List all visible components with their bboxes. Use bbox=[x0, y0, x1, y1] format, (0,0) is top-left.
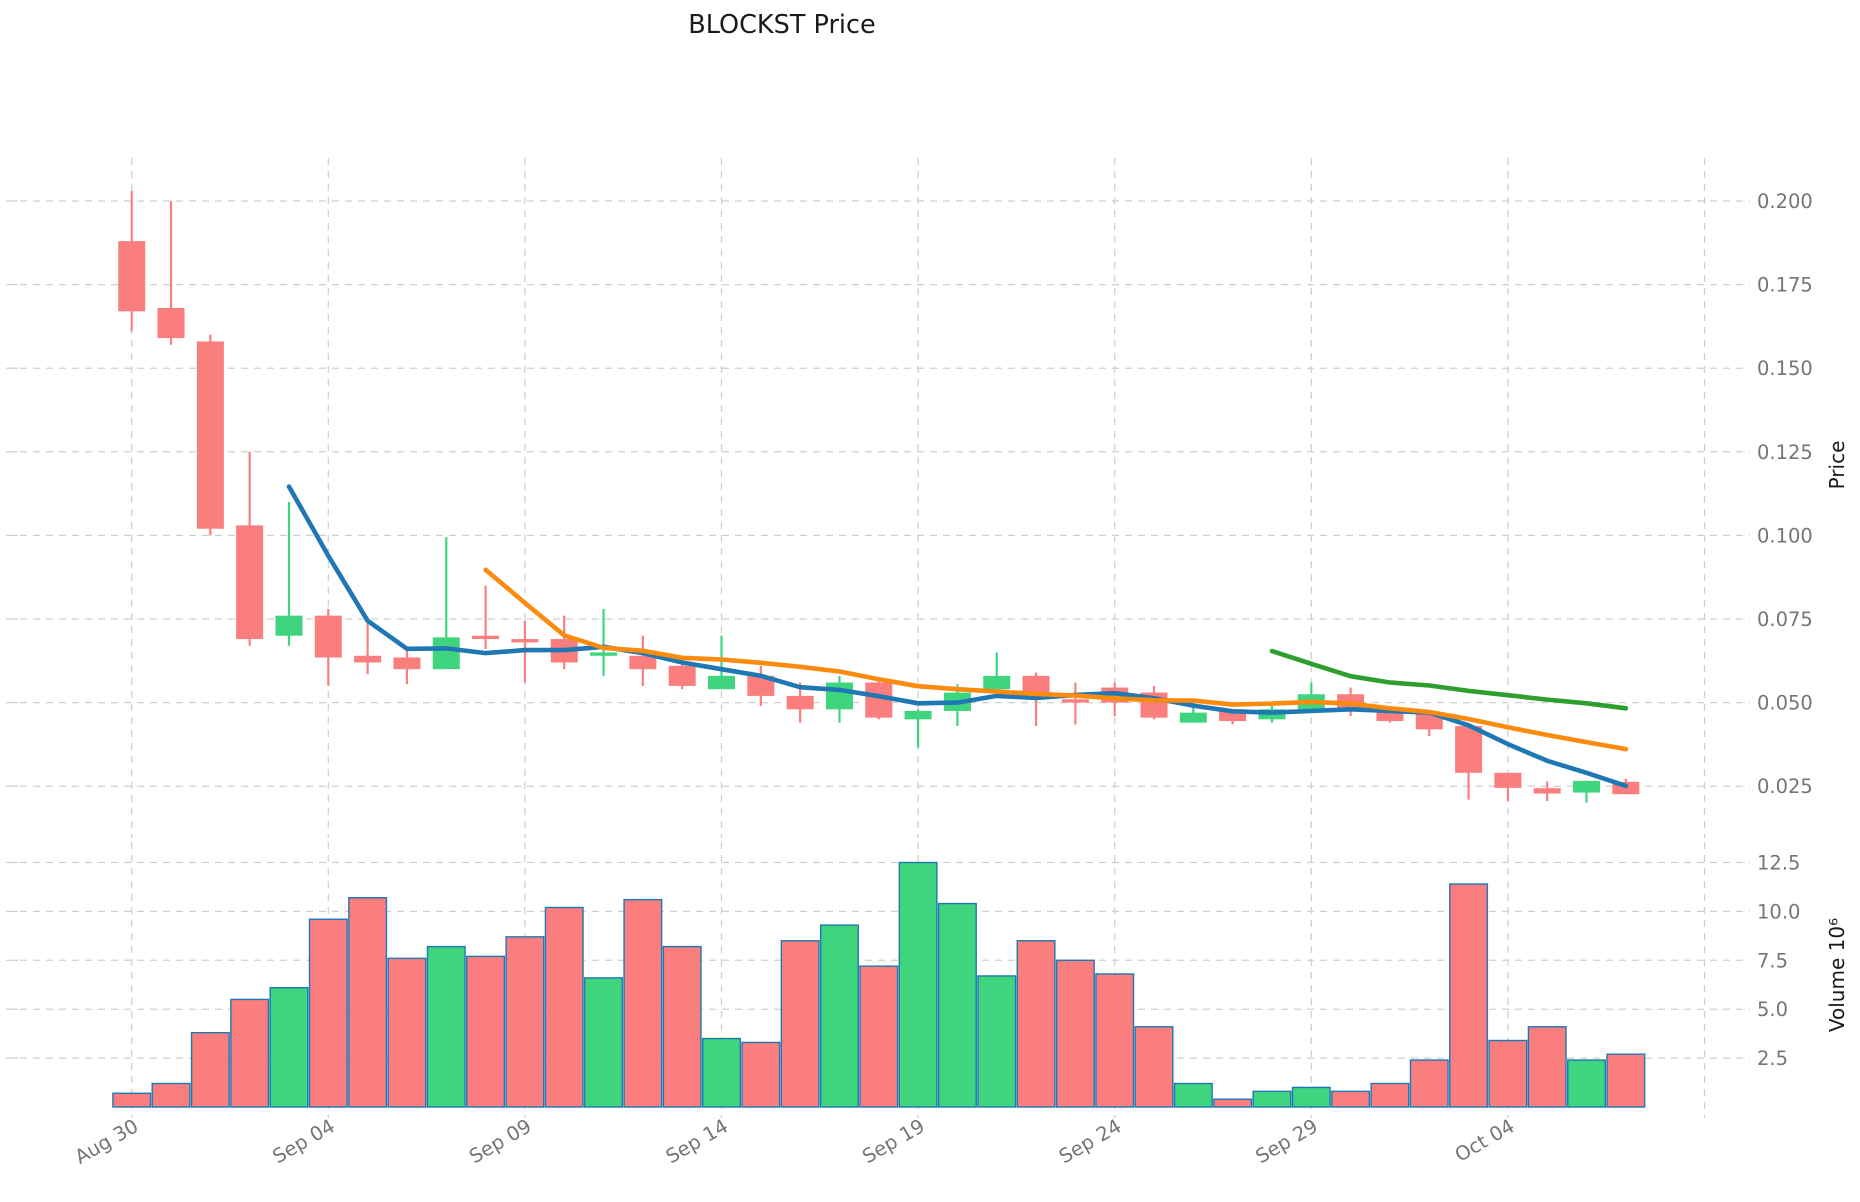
candle-body-up bbox=[590, 652, 618, 656]
candle-body-up bbox=[825, 682, 853, 710]
volume-bar bbox=[426, 945, 466, 1108]
ma10-line bbox=[483, 567, 1629, 752]
volume-bar bbox=[230, 998, 270, 1108]
volume-tick-label: 5.0 bbox=[1757, 998, 1788, 1021]
price-tick-label: 0.125 bbox=[1757, 441, 1813, 464]
volume-tick-label: 10.0 bbox=[1757, 900, 1800, 923]
volume-bar bbox=[1331, 1090, 1371, 1108]
volume-bar bbox=[819, 924, 859, 1108]
volume-bar bbox=[269, 986, 309, 1108]
candle-body-down bbox=[1455, 726, 1483, 773]
candle-body-down bbox=[511, 639, 539, 643]
volume-bar bbox=[977, 975, 1017, 1108]
candle-body-down bbox=[1219, 709, 1247, 721]
volume-bar bbox=[1173, 1082, 1213, 1108]
candle-body-up bbox=[1573, 780, 1601, 793]
candle-body-up bbox=[904, 710, 932, 720]
candle-body-down bbox=[472, 635, 500, 640]
price-tick-label: 0.200 bbox=[1757, 190, 1813, 213]
candle-body-down bbox=[236, 525, 264, 640]
date-tick-label: Sep 09 bbox=[465, 1114, 535, 1168]
volume-bar bbox=[859, 965, 899, 1108]
candle-body-down bbox=[1533, 788, 1561, 794]
volume-bar bbox=[780, 940, 820, 1108]
volume-axis-title: Volume 10⁶ bbox=[1825, 918, 1849, 1032]
volume-bar bbox=[898, 861, 938, 1108]
date-tick-label: Sep 29 bbox=[1252, 1114, 1322, 1168]
volume-bar bbox=[1527, 1026, 1567, 1108]
volume-bar bbox=[1016, 940, 1056, 1108]
price-tick-label: 0.175 bbox=[1757, 274, 1813, 297]
candle-body-down bbox=[629, 655, 657, 670]
volume-bar bbox=[544, 906, 584, 1108]
candle-body-up bbox=[1179, 712, 1207, 723]
volume-bar bbox=[937, 902, 977, 1108]
volume-tick-label: 2.5 bbox=[1757, 1047, 1788, 1070]
volume-bar bbox=[1055, 959, 1095, 1108]
volume-bar bbox=[1449, 883, 1489, 1108]
price-axis-title: Price bbox=[1825, 441, 1849, 490]
volume-bar bbox=[1134, 1026, 1174, 1108]
volume-bar bbox=[662, 945, 702, 1108]
date-tick-label: Aug 30 bbox=[71, 1114, 142, 1168]
date-tick-label: Oct 04 bbox=[1451, 1114, 1519, 1166]
volume-bar bbox=[1567, 1059, 1607, 1108]
price-tick-label: 0.100 bbox=[1757, 524, 1813, 547]
volume-bar bbox=[623, 898, 663, 1108]
volume-bar bbox=[1252, 1090, 1292, 1108]
volume-bar bbox=[1095, 973, 1135, 1108]
candle-body-up bbox=[708, 675, 735, 690]
candle-body-down bbox=[668, 665, 696, 686]
volume-bar bbox=[1488, 1039, 1528, 1108]
chart-title: BLOCKST Price bbox=[688, 10, 875, 40]
volume-series bbox=[112, 861, 1646, 1108]
volume-bar bbox=[741, 1041, 781, 1108]
volume-bar bbox=[112, 1092, 152, 1108]
volume-bar bbox=[584, 977, 624, 1108]
candle-body-down bbox=[314, 615, 342, 658]
candle-body-down bbox=[786, 695, 814, 710]
volume-bar bbox=[387, 957, 427, 1108]
candle-body-down bbox=[118, 241, 146, 312]
volume-bar bbox=[702, 1037, 742, 1108]
date-tick-label: Sep 04 bbox=[269, 1114, 339, 1168]
volume-bar bbox=[1606, 1053, 1646, 1108]
candle-body-down bbox=[1061, 699, 1089, 703]
volume-bar bbox=[348, 897, 388, 1108]
volume-bar bbox=[151, 1082, 191, 1108]
volume-bar bbox=[1370, 1082, 1410, 1108]
price-tick-label: 0.050 bbox=[1757, 692, 1813, 715]
price-tick-label: 0.150 bbox=[1757, 357, 1813, 380]
volume-bar bbox=[1291, 1086, 1331, 1108]
moving-average-lines bbox=[286, 484, 1629, 789]
volume-bar bbox=[308, 918, 348, 1108]
candle-body-down bbox=[354, 655, 382, 663]
date-tick-label: Sep 24 bbox=[1055, 1114, 1125, 1168]
candle-body-up bbox=[983, 675, 1011, 690]
candle-body-down bbox=[1415, 714, 1443, 730]
ma30-line bbox=[1269, 648, 1629, 711]
volume-tick-label: 7.5 bbox=[1757, 949, 1788, 972]
volume-bar bbox=[466, 955, 506, 1108]
candle-body-down bbox=[1494, 772, 1522, 788]
candle-body-down bbox=[747, 675, 775, 696]
candle-body-down bbox=[196, 341, 224, 529]
date-tick-label: Sep 14 bbox=[662, 1114, 732, 1168]
date-tick-label: Sep 19 bbox=[858, 1114, 928, 1168]
volume-bar bbox=[190, 1031, 230, 1108]
candle-body-down bbox=[1022, 675, 1050, 693]
volume-tick-label: 12.5 bbox=[1757, 852, 1800, 875]
price-tick-label: 0.025 bbox=[1757, 775, 1813, 798]
volume-bar bbox=[505, 936, 545, 1108]
candle-body-down bbox=[157, 308, 185, 339]
candle-body-up bbox=[432, 637, 460, 670]
candle-body-down bbox=[1376, 709, 1404, 721]
candle-body-down bbox=[393, 657, 421, 670]
price-tick-label: 0.075 bbox=[1757, 608, 1813, 631]
candle-body-up bbox=[275, 615, 303, 636]
volume-bar bbox=[1213, 1098, 1253, 1108]
volume-bar bbox=[1409, 1059, 1449, 1108]
